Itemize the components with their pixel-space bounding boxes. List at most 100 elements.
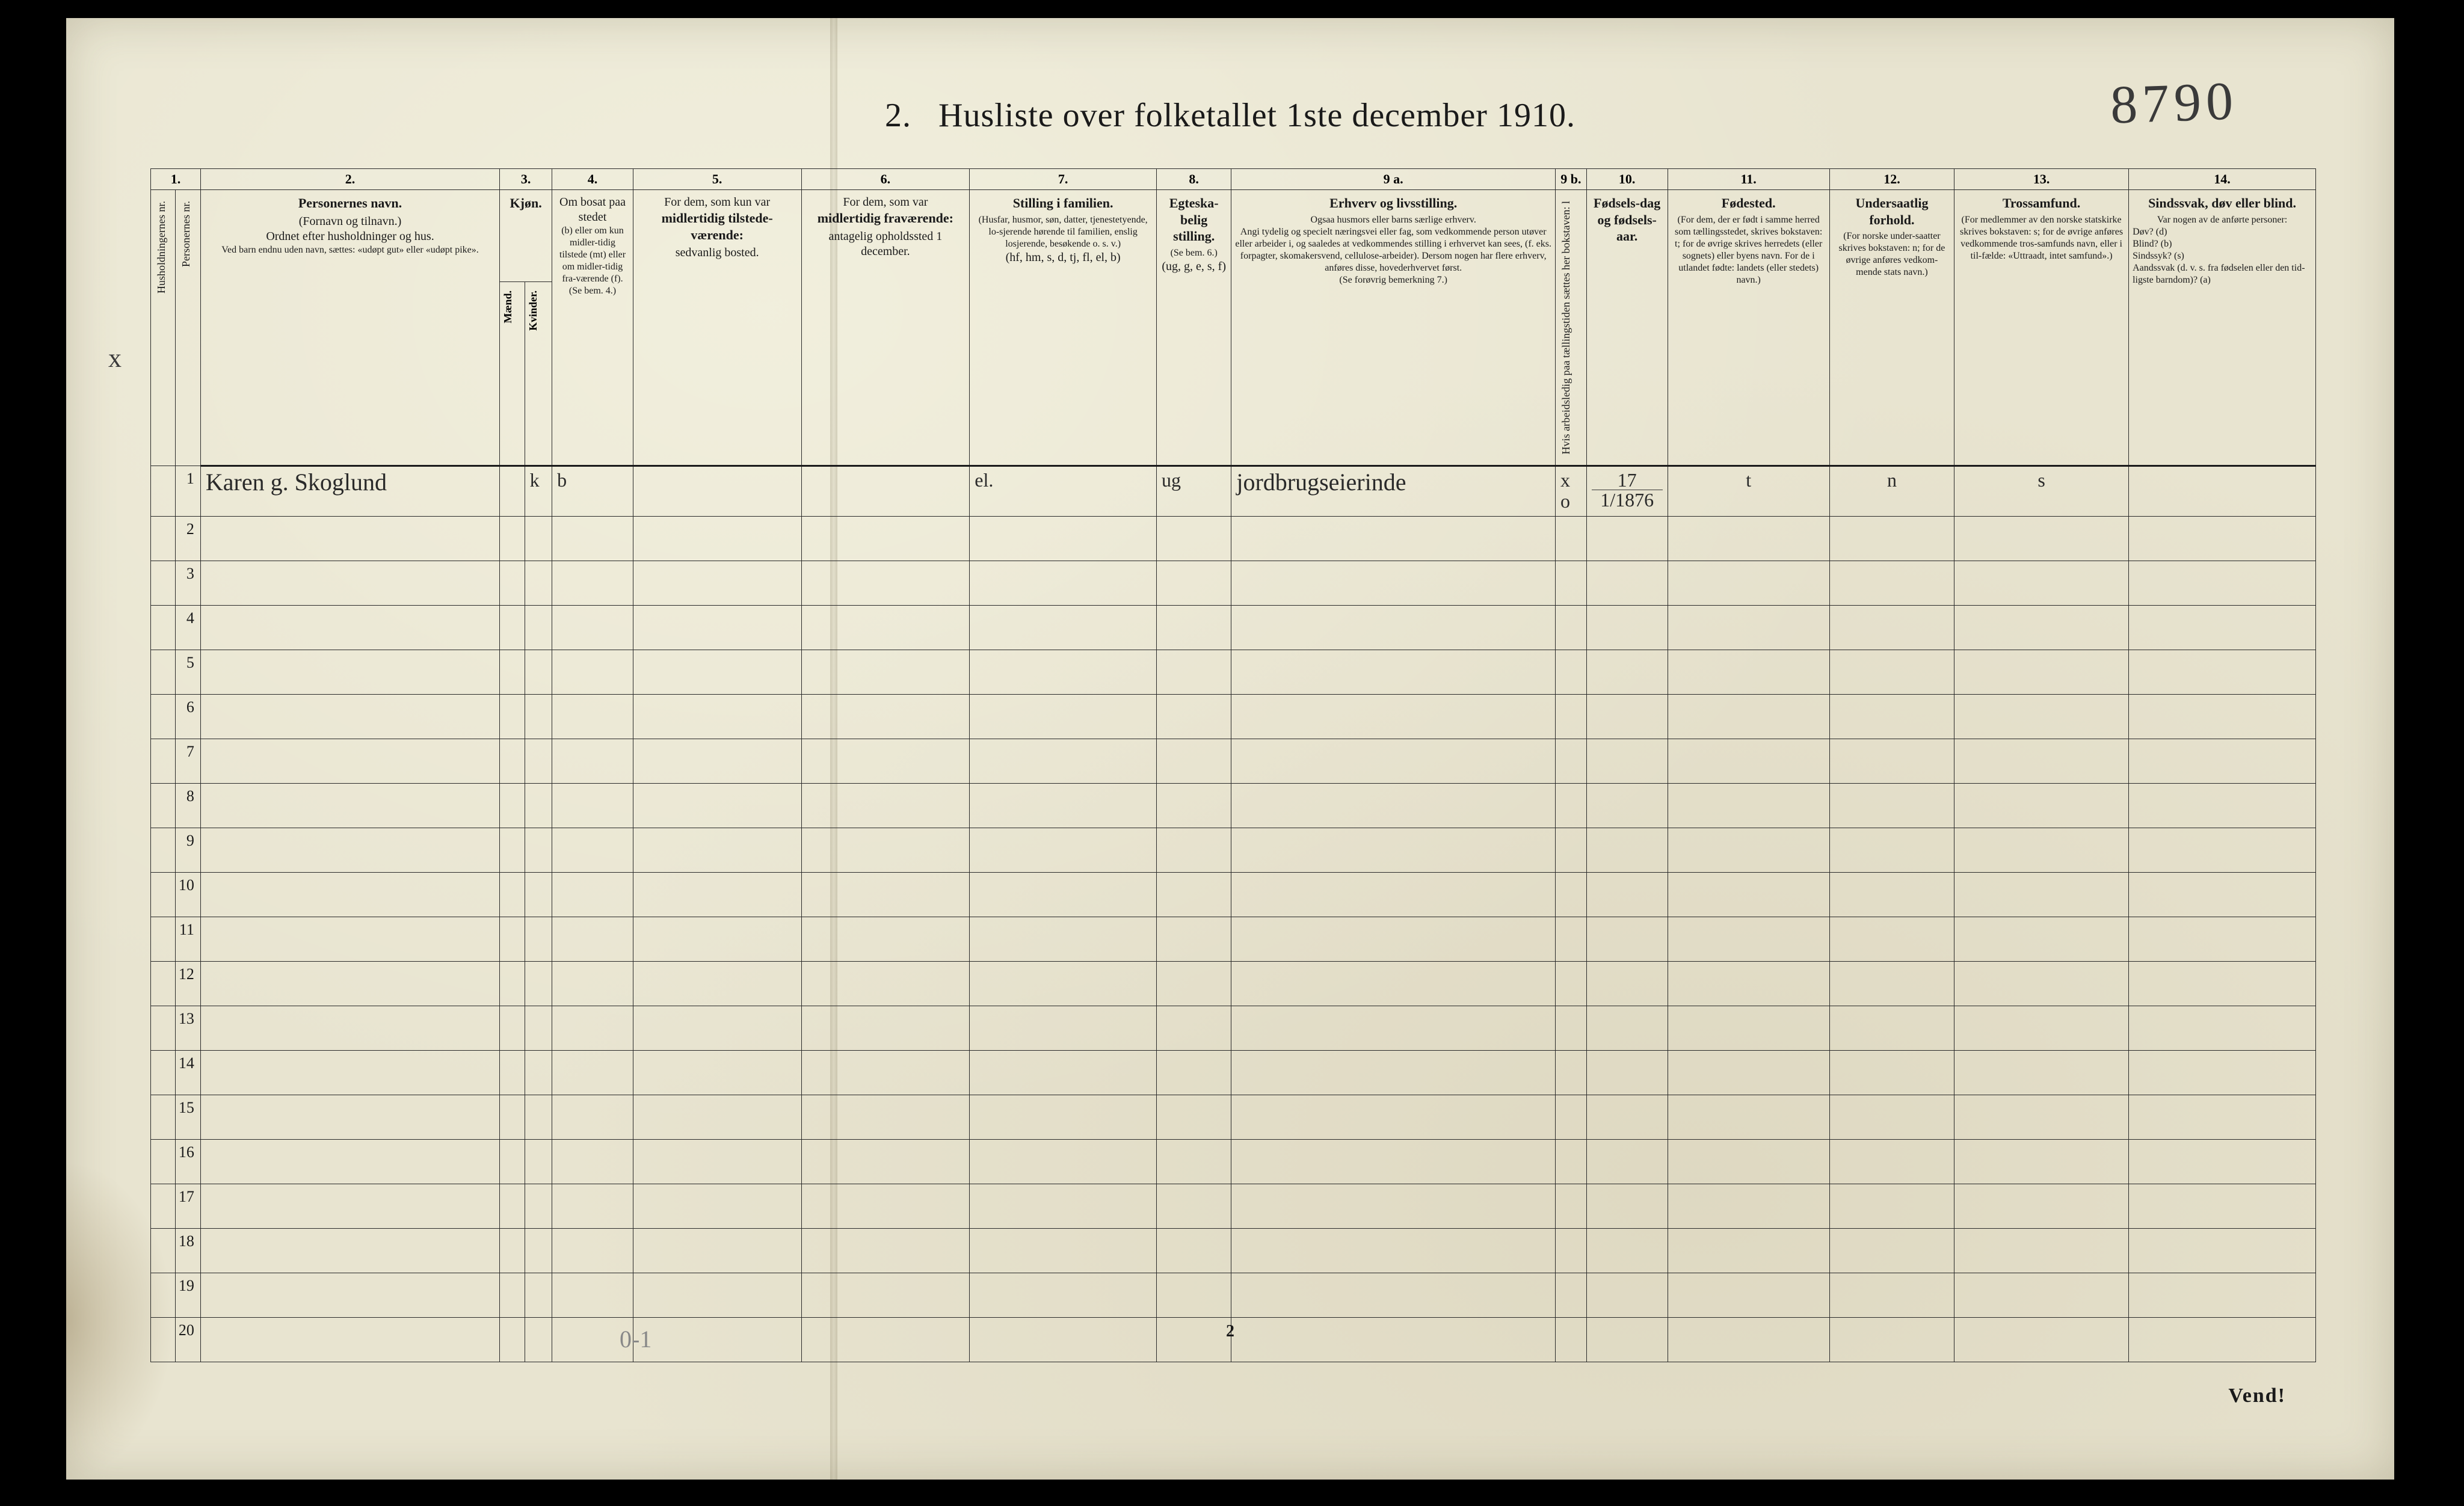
cell-birthplace [1668, 695, 1829, 739]
cell-name [200, 784, 499, 828]
hdr-c5-2: sedvanlig bosted. [676, 246, 759, 259]
cell-sex-m [500, 962, 525, 1006]
hdr-name: Personernes navn. (Fornavn og tilnavn.) … [200, 190, 499, 466]
cell-sex-k [525, 828, 552, 873]
cell-sex-m [500, 1140, 525, 1184]
cell-household-no [151, 1095, 176, 1140]
table-row: 13 [151, 1006, 2316, 1051]
hdr-occupation: Erhverv og livsstilling. Ogsaa husmors e… [1231, 190, 1556, 466]
cell-birthdate [1586, 1006, 1668, 1051]
cell-person-no: 19 [176, 1273, 200, 1318]
cell-unemployed [1556, 561, 1587, 606]
cell-temp-absent [801, 466, 970, 517]
cell-nationality [1829, 606, 1954, 650]
cell-household-no [151, 1273, 176, 1318]
cell-temp-absent [801, 1229, 970, 1273]
cell-religion [1954, 828, 2129, 873]
hdr-res-1: Om bosat paa stedet [559, 195, 626, 224]
cell-sex-k [525, 1051, 552, 1095]
cell-family-position [970, 873, 1157, 917]
cell-sex-k [525, 561, 552, 606]
cell-household-no [151, 962, 176, 1006]
cell-marital [1157, 1095, 1231, 1140]
cell-occupation [1231, 917, 1556, 962]
cell-family-position [970, 784, 1157, 828]
cell-temp-present [633, 962, 801, 1006]
cell-residence [552, 606, 633, 650]
table-row: 17 [151, 1184, 2316, 1229]
cell-family-position [970, 1273, 1157, 1318]
cell-sex-k [525, 695, 552, 739]
cell-person-no: 7 [176, 739, 200, 784]
cell-disability [2129, 1095, 2316, 1140]
table-row: 4 [151, 606, 2316, 650]
cell-disability [2129, 606, 2316, 650]
hdr-household-no-text: Husholdningernes nr. [155, 195, 169, 300]
cell-occupation [1231, 561, 1556, 606]
cell-birthplace [1668, 784, 1829, 828]
colnum-10: 10. [1586, 169, 1668, 190]
cell-household-no [151, 1140, 176, 1184]
hdr-c7-t: Stilling i familien. [973, 195, 1153, 212]
cell-family-position [970, 561, 1157, 606]
cell-person-no: 3 [176, 561, 200, 606]
cell-person-no: 16 [176, 1140, 200, 1184]
hdr-c8-t: Egteska-belig stilling. [1160, 195, 1227, 245]
cell-nationality [1829, 1051, 1954, 1095]
cell-family-position [970, 517, 1157, 561]
cell-person-no: 15 [176, 1095, 200, 1140]
cell-marital [1157, 1140, 1231, 1184]
cell-occupation [1231, 606, 1556, 650]
census-table: 1. 2. 3. 4. 5. 6. 7. 8. 9 a. 9 b. 10. 11… [150, 168, 2316, 1362]
hdr-c14-b: Blind? (b) [2133, 238, 2312, 250]
hdr-birthdate: Fødsels-dag og fødsels-aar. [1586, 190, 1668, 466]
cell-person-no: 18 [176, 1229, 200, 1273]
cell-religion [1954, 650, 2129, 695]
cell-family-position [970, 739, 1157, 784]
hdr-name-title: Personernes navn. [205, 195, 496, 212]
cell-sex-k [525, 917, 552, 962]
cell-temp-absent [801, 784, 970, 828]
cell-sex-k [525, 606, 552, 650]
cell-residence [552, 1095, 633, 1140]
cell-religion [1954, 962, 2129, 1006]
cell-nationality [1829, 917, 1954, 962]
cell-household-no [151, 739, 176, 784]
hdr-res-3: (Se bem. 4.) [556, 285, 629, 297]
cell-religion [1954, 695, 2129, 739]
hdr-person-no-text: Personernes nr. [179, 195, 194, 273]
cell-temp-present [633, 466, 801, 517]
cell-birthdate [1586, 695, 1668, 739]
cell-temp-present [633, 784, 801, 828]
cell-disability [2129, 917, 2316, 962]
cell-birthplace [1668, 1184, 1829, 1229]
hdr-c9a-3: (Se forøvrig bemerkning 7.) [1235, 274, 1551, 286]
cell-marital [1157, 962, 1231, 1006]
margin-mark: x [108, 343, 122, 373]
cell-nationality [1829, 873, 1954, 917]
cell-occupation [1231, 650, 1556, 695]
cell-sex-k [525, 873, 552, 917]
cell-religion [1954, 561, 2129, 606]
cell-residence [552, 695, 633, 739]
hdr-religion: Trossamfund. (For medlemmer av den norsk… [1954, 190, 2129, 466]
colnum-2: 2. [200, 169, 499, 190]
handwritten-annotation-top: 8790 [2109, 70, 2238, 136]
cell-sex-k [525, 962, 552, 1006]
colnum-9a: 9 a. [1231, 169, 1556, 190]
cell-temp-absent [801, 606, 970, 650]
colnum-4: 4. [552, 169, 633, 190]
cell-occupation [1231, 784, 1556, 828]
cell-religion [1954, 1095, 2129, 1140]
cell-marital [1157, 784, 1231, 828]
cell-name [200, 561, 499, 606]
hdr-nationality: Undersaatlig forhold. (For norske under-… [1829, 190, 1954, 466]
turn-over-label: Vend! [2228, 1385, 2286, 1407]
hdr-marital: Egteska-belig stilling. (Se bem. 6.) (ug… [1157, 190, 1231, 466]
hdr-c12-s: (For norske under-saatter skrives boksta… [1834, 230, 1950, 278]
cell-residence [552, 1184, 633, 1229]
cell-birthdate [1586, 1229, 1668, 1273]
cell-person-no: 12 [176, 962, 200, 1006]
cell-person-no: 17 [176, 1184, 200, 1229]
cell-name [200, 739, 499, 784]
